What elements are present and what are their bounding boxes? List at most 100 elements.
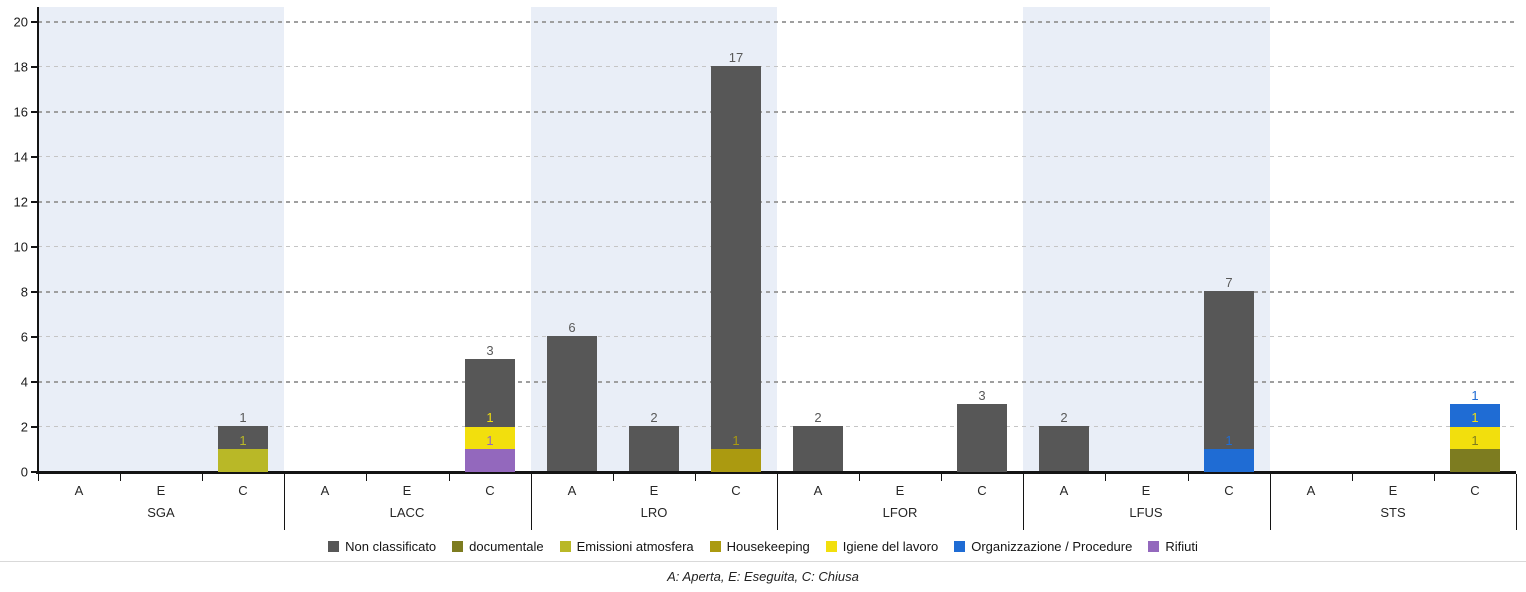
- bar-segment[interactable]: [1204, 291, 1254, 449]
- bar-segment[interactable]: [547, 336, 597, 471]
- y-axis-tick-label: 10: [13, 239, 28, 255]
- legend-swatch-icon: [1148, 541, 1160, 552]
- y-axis-tick-label: 0: [20, 464, 28, 480]
- x-axis-label: A: [1059, 483, 1069, 498]
- group-separator: [1023, 474, 1024, 530]
- gridline: [38, 426, 1516, 427]
- x-axis-tick: [941, 474, 942, 481]
- bar-segment[interactable]: [1450, 449, 1500, 472]
- legend-item[interactable]: Organizzazione / Procedure: [954, 539, 1132, 554]
- gridline: [38, 381, 1516, 383]
- y-axis-tick: [31, 381, 37, 383]
- bar-segment[interactable]: [1204, 449, 1254, 472]
- x-axis-label: A: [74, 483, 84, 498]
- x-axis-tick: [613, 474, 614, 481]
- bar-segment[interactable]: [711, 66, 761, 449]
- group-separator: [1516, 474, 1517, 530]
- x-axis-label: A: [1306, 483, 1316, 498]
- y-axis-tick-label: 12: [13, 194, 28, 210]
- bar-value-label: 2: [650, 410, 658, 425]
- legend-item[interactable]: Rifiuti: [1148, 539, 1198, 554]
- bar-value-label: 1: [239, 410, 247, 425]
- bar-segment[interactable]: [465, 426, 515, 449]
- y-axis-tick: [31, 471, 37, 473]
- bar-segment[interactable]: [1039, 426, 1089, 471]
- bar-value-label: 1: [486, 410, 494, 425]
- bar-value-label: 1: [1471, 410, 1479, 425]
- bar-segment[interactable]: [1450, 404, 1500, 427]
- chart-legend: Non classificato documentale Emissioni atm…: [0, 539, 1526, 554]
- gridline: [38, 21, 1516, 23]
- x-axis-tick: [859, 474, 860, 481]
- footnote-divider: [0, 561, 1526, 562]
- group-label: LFUS: [1129, 505, 1163, 520]
- x-axis-label: E: [1141, 483, 1151, 498]
- legend-item[interactable]: Igiene del lavoro: [825, 539, 939, 554]
- y-axis-tick-label: 18: [13, 59, 28, 75]
- y-axis-tick: [31, 246, 37, 248]
- gridline: [38, 336, 1516, 337]
- y-axis-tick: [31, 111, 37, 113]
- y-axis-tick: [31, 66, 37, 68]
- bar-segment[interactable]: [957, 404, 1007, 472]
- bar-value-label: 3: [978, 388, 986, 403]
- group-separator: [284, 474, 285, 530]
- y-axis-tick-label: 16: [13, 104, 28, 120]
- group-label: STS: [1380, 505, 1406, 520]
- y-axis-tick-label: 2: [20, 419, 28, 435]
- legend-label: documentale: [469, 539, 544, 554]
- legend-swatch-icon: [825, 541, 837, 552]
- x-axis-label: E: [1388, 483, 1398, 498]
- bar-segment[interactable]: [711, 449, 761, 472]
- bar-value-label: 2: [1060, 410, 1068, 425]
- gridline: [38, 66, 1516, 67]
- legend-item[interactable]: documentale: [452, 539, 544, 554]
- bar-segment[interactable]: [218, 449, 268, 472]
- x-axis-tick: [1352, 474, 1353, 481]
- bar-segment[interactable]: [629, 426, 679, 471]
- legend-item[interactable]: Non classificato: [328, 539, 436, 554]
- gridline: [38, 246, 1516, 247]
- y-axis-tick-label: 6: [20, 329, 28, 345]
- x-axis-tick: [38, 474, 39, 481]
- legend-swatch-icon: [954, 541, 966, 552]
- y-axis-tick-label: 20: [13, 14, 28, 30]
- x-axis-label: A: [813, 483, 823, 498]
- gridline: [38, 291, 1516, 293]
- gridline: [38, 156, 1516, 157]
- y-axis-tick: [31, 21, 37, 23]
- x-axis-label: C: [1470, 483, 1480, 498]
- y-axis-tick-label: 14: [13, 149, 28, 165]
- gridline: [38, 111, 1516, 113]
- bar-value-label: 6: [568, 320, 576, 335]
- bar-value-label: 7: [1225, 275, 1233, 290]
- x-axis-label: C: [238, 483, 248, 498]
- x-axis-tick: [366, 474, 367, 481]
- x-axis-label: A: [567, 483, 577, 498]
- bar-value-label: 1: [1225, 433, 1233, 448]
- legend-item[interactable]: Emissioni atmosfera: [559, 539, 694, 554]
- group-band: [38, 7, 285, 471]
- x-axis-label: E: [895, 483, 905, 498]
- legend-label: Igiene del lavoro: [842, 539, 939, 554]
- group-label: LFOR: [882, 505, 918, 520]
- legend-swatch-icon: [328, 541, 340, 552]
- bar-segment[interactable]: [465, 359, 515, 427]
- legend-swatch-icon: [452, 541, 464, 552]
- footnote: A: Aperta, E: Eseguita, C: Chiusa: [667, 569, 859, 584]
- group-separator: [777, 474, 778, 530]
- bar-segment[interactable]: [793, 426, 843, 471]
- bar-segment[interactable]: [465, 449, 515, 472]
- x-axis-label: E: [649, 483, 659, 498]
- bar-segment[interactable]: [218, 426, 268, 449]
- legend-item[interactable]: Housekeeping: [709, 539, 810, 554]
- bar-segment[interactable]: [1450, 426, 1500, 449]
- y-axis-tick: [31, 201, 37, 203]
- bar-value-label: 1: [1471, 388, 1479, 403]
- x-axis-label: A: [320, 483, 330, 498]
- x-axis-tick: [695, 474, 696, 481]
- y-axis-tick: [31, 426, 37, 428]
- legend-label: Non classificato: [345, 539, 437, 554]
- group-separator: [531, 474, 532, 530]
